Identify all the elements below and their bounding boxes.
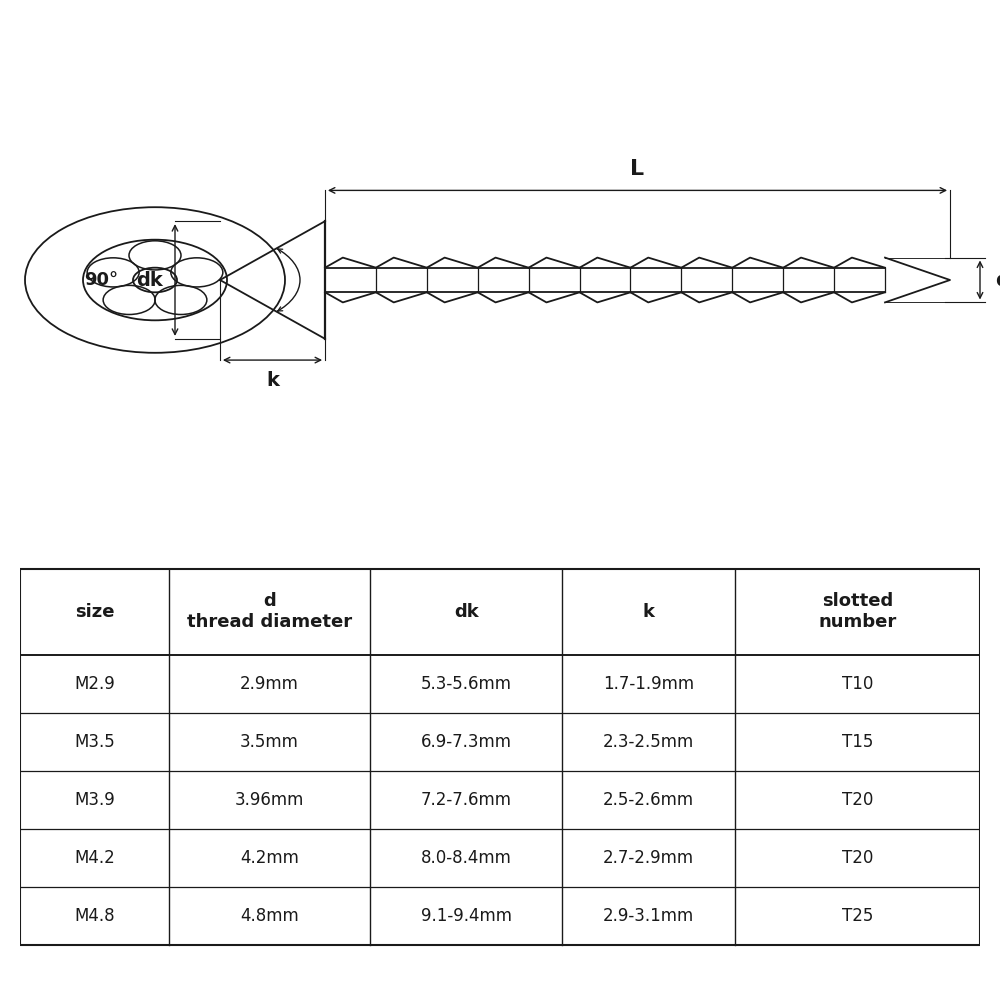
Text: T20: T20	[842, 849, 873, 867]
Text: 7.2-7.6mm: 7.2-7.6mm	[421, 791, 512, 809]
Text: 2.9mm: 2.9mm	[240, 675, 299, 693]
Text: 4.8mm: 4.8mm	[240, 907, 299, 925]
Text: dk: dk	[454, 603, 479, 621]
Text: 3.96mm: 3.96mm	[235, 791, 304, 809]
Text: 90°: 90°	[84, 271, 118, 289]
Text: T20: T20	[842, 791, 873, 809]
Text: L: L	[630, 159, 645, 179]
Text: size: size	[75, 603, 114, 621]
Text: M2.9: M2.9	[74, 675, 115, 693]
Text: 4.2mm: 4.2mm	[240, 849, 299, 867]
Text: M3.5: M3.5	[74, 733, 115, 751]
Text: 2.3-2.5mm: 2.3-2.5mm	[603, 733, 694, 751]
Text: 8.0-8.4mm: 8.0-8.4mm	[421, 849, 512, 867]
Text: 2.5-2.6mm: 2.5-2.6mm	[603, 791, 694, 809]
Text: 6.9-7.3mm: 6.9-7.3mm	[421, 733, 512, 751]
Text: 1.7-1.9mm: 1.7-1.9mm	[603, 675, 694, 693]
Text: 3.5mm: 3.5mm	[240, 733, 299, 751]
Text: 2.7-2.9mm: 2.7-2.9mm	[603, 849, 694, 867]
Text: d: d	[995, 270, 1000, 290]
Text: 5.3-5.6mm: 5.3-5.6mm	[421, 675, 512, 693]
Text: k: k	[266, 371, 279, 390]
Text: T10: T10	[842, 675, 873, 693]
Text: T25: T25	[842, 907, 873, 925]
Text: 9.1-9.4mm: 9.1-9.4mm	[421, 907, 512, 925]
Text: slotted
number: slotted number	[818, 592, 897, 631]
Text: M3.9: M3.9	[74, 791, 115, 809]
Text: k: k	[643, 603, 655, 621]
Bar	[20, 569, 980, 945]
Text: dk: dk	[136, 270, 163, 290]
Text: 2.9-3.1mm: 2.9-3.1mm	[603, 907, 694, 925]
Text: d
thread diameter: d thread diameter	[187, 592, 352, 631]
Text: M4.2: M4.2	[74, 849, 115, 867]
Text: T15: T15	[842, 733, 873, 751]
Text: M4.8: M4.8	[74, 907, 115, 925]
